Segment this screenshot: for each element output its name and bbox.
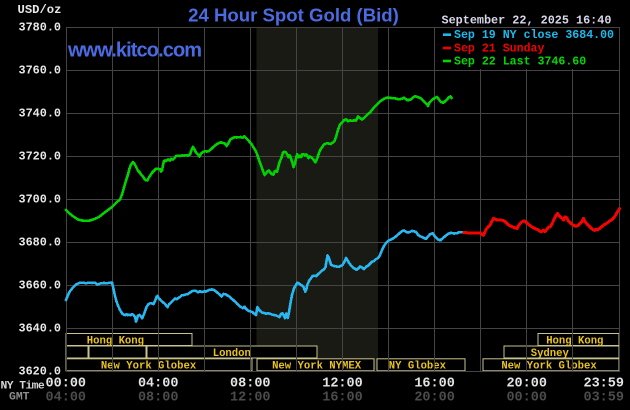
svg-text:3720.0: 3720.0 [19, 150, 61, 164]
svg-text:16:00: 16:00 [322, 391, 363, 406]
svg-text:3780.0: 3780.0 [19, 21, 61, 35]
svg-text:04:00: 04:00 [138, 377, 179, 392]
svg-text:Hong Kong: Hong Kong [546, 335, 603, 347]
svg-text:NY Globex: NY Globex [389, 361, 447, 373]
svg-text:04:00: 04:00 [46, 391, 87, 406]
svg-text:00:00: 00:00 [46, 377, 87, 392]
svg-text:Sydney: Sydney [531, 348, 570, 360]
svg-text:Sep 22 Last 3746.60: Sep 22 Last 3746.60 [454, 55, 586, 68]
svg-text:20:00: 20:00 [414, 391, 455, 406]
svg-text:12:00: 12:00 [230, 391, 271, 406]
svg-text:23:59: 23:59 [583, 377, 624, 392]
svg-text:3740.0: 3740.0 [19, 107, 61, 121]
svg-text:03:59: 03:59 [583, 391, 624, 406]
svg-text:12:00: 12:00 [322, 377, 363, 392]
svg-text:New York NYMEX: New York NYMEX [272, 361, 362, 373]
svg-text:NY Time: NY Time [1, 380, 45, 392]
svg-text:London: London [213, 348, 251, 360]
svg-text:Hong Kong: Hong Kong [87, 335, 144, 347]
svg-text:24 Hour Spot Gold (Bid): 24 Hour Spot Gold (Bid) [188, 4, 399, 25]
svg-text:3700.0: 3700.0 [19, 193, 61, 207]
svg-text:3620.0: 3620.0 [19, 365, 61, 379]
svg-text:www.kitco.com: www.kitco.com [67, 39, 201, 61]
svg-text:USD/oz: USD/oz [18, 3, 62, 17]
svg-text:Sep 19 NY close 3684.00: Sep 19 NY close 3684.00 [454, 29, 614, 42]
svg-text:20:00: 20:00 [506, 377, 547, 392]
svg-text:16:00: 16:00 [414, 377, 455, 392]
svg-text:00:00: 00:00 [506, 391, 547, 406]
svg-text:GMT: GMT [9, 392, 30, 404]
svg-text:08:00: 08:00 [230, 377, 271, 392]
svg-text:3680.0: 3680.0 [19, 236, 61, 250]
svg-text:3640.0: 3640.0 [19, 322, 61, 336]
svg-text:September 22, 2025 16:40: September 22, 2025 16:40 [442, 13, 612, 27]
svg-text:New York Globex: New York Globex [101, 361, 197, 373]
svg-text:3760.0: 3760.0 [19, 64, 61, 78]
svg-text:Sep 21 Sunday: Sep 21 Sunday [454, 42, 544, 55]
svg-text:New York Globex: New York Globex [501, 361, 597, 373]
svg-text:3660.0: 3660.0 [19, 279, 61, 293]
svg-text:08:00: 08:00 [138, 391, 179, 406]
